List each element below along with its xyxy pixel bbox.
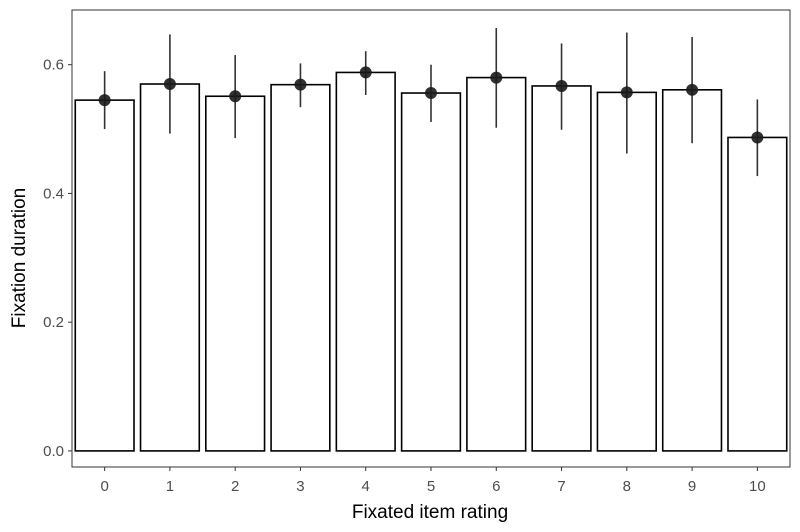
mean-point [229,90,242,103]
y-tick-label: 0.0 [43,443,64,460]
bar [270,83,331,452]
x-tick-label: 10 [749,478,766,495]
y-tick-label: 0.6 [43,57,64,74]
mean-point [751,131,764,144]
mean-point [163,78,176,91]
mean-point [425,87,437,100]
mean-point [98,94,111,107]
mean-point [294,78,307,91]
mean-point [490,71,503,84]
bar [335,71,396,452]
x-tick-label: 6 [492,478,500,495]
x-tick-label: 5 [427,478,435,495]
mean-point [620,86,633,99]
mean-point [555,79,568,92]
x-tick-label: 7 [557,478,565,495]
x-tick-label: 4 [362,478,370,495]
x-tick-label: 0 [100,478,108,495]
plot-layer: 0.0 0.2 0.4 0.6 0 1 2 3 4 5 6 7 8 9 10 [43,9,791,495]
x-tick-label: 1 [166,478,174,495]
x-tick-label: 9 [688,478,696,495]
bar [661,89,723,452]
bar [205,95,266,452]
mean-point [359,66,372,79]
y-axis-title: Fixation duration [9,188,30,328]
y-tick-label: 0.4 [43,185,64,202]
y-tick-label: 0.2 [43,314,64,331]
x-axis-title: Fixated item rating [352,502,508,523]
bar [74,99,135,452]
bar [400,92,462,452]
x-tick-label: 3 [296,478,304,495]
bar [727,136,788,452]
bar [531,85,592,452]
bar [466,76,527,452]
mean-point [686,83,699,96]
bar [139,83,201,452]
x-tick-label: 2 [231,478,239,495]
x-tick-label: 8 [623,478,631,495]
